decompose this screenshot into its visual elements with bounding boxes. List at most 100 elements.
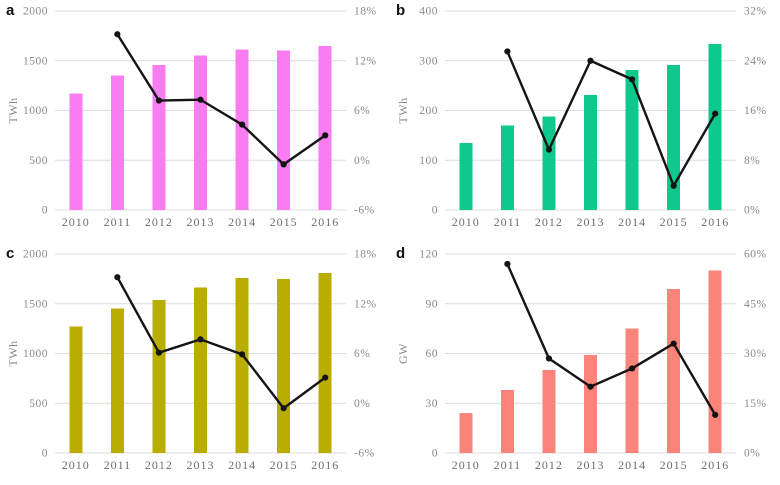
bar-2012 [542, 116, 556, 210]
left-axis-tick-label: 1000 [23, 105, 48, 117]
x-axis-tick-label: 2013 [577, 458, 605, 472]
bar-2014 [625, 328, 639, 453]
x-axis-tick-label: 2016 [311, 458, 339, 472]
growth-rate-point [545, 355, 553, 362]
chart-panel-d: d 0 0% 30 15% 60 30% 90 45% 120 60% GW 2010 2011 2012… [390, 243, 780, 485]
x-axis-tick-label: 2015 [270, 458, 298, 472]
panel-label-b: b [396, 2, 406, 19]
chart-a: 0 -6% 500 0% 1000 6% 1500 12% 2000 18% TWh 2010 2011… [0, 0, 390, 242]
bar-2013 [584, 355, 597, 453]
panel-label-d: d [396, 245, 406, 262]
bar-2014 [625, 70, 639, 210]
x-axis-tick-label: 2013 [187, 215, 215, 229]
bar-2010 [69, 93, 83, 210]
bar-2016 [708, 43, 722, 211]
bar-2015 [667, 288, 681, 453]
bar-2011 [500, 389, 514, 453]
x-axis-tick-label: 2015 [660, 215, 688, 229]
growth-rate-point [504, 260, 511, 268]
bar-2010 [69, 326, 83, 453]
left-axis-tick-label: 0 [42, 448, 48, 460]
bar-2012 [542, 370, 556, 453]
left-axis-tick-label: 0 [432, 205, 438, 217]
bar-2010 [459, 142, 473, 210]
left-axis-unit-label: GW [396, 343, 410, 364]
x-axis-tick-label: 2012 [145, 215, 173, 229]
growth-rate-point [238, 351, 246, 358]
chart-svg-c: 0 -6% 500 0% 1000 6% 1500 12% 2000 18% TWh 2010 2011… [6, 249, 376, 473]
growth-rate-point [628, 76, 636, 83]
right-axis-tick-label: 0% [354, 155, 370, 167]
x-axis-tick-label: 2015 [270, 215, 298, 229]
left-axis-tick-label: 30 [426, 398, 439, 410]
x-axis-tick-label: 2016 [701, 215, 729, 229]
right-axis-tick-label: 18% [354, 6, 377, 18]
left-axis-tick-label: 100 [419, 155, 438, 167]
x-axis-tick-label: 2014 [228, 215, 256, 229]
x-axis-tick-label: 2011 [494, 458, 522, 472]
growth-rate-point [628, 365, 636, 372]
left-axis-tick-label: 1500 [23, 298, 48, 310]
left-axis-tick-label: 2000 [23, 6, 48, 18]
bar-2015 [277, 50, 291, 210]
x-axis-tick-label: 2010 [452, 215, 480, 229]
right-axis-tick-label: 0% [744, 448, 760, 460]
right-axis-tick-label: 0% [354, 398, 370, 410]
right-axis-tick-label: 6% [354, 348, 370, 360]
chart-svg-a: 0 -6% 500 0% 1000 6% 1500 12% 2000 18% TWh 2010 2011… [6, 6, 377, 230]
x-axis-tick-label: 2016 [311, 215, 339, 229]
growth-rate-point [670, 182, 677, 189]
left-axis-unit-label: TWh [6, 97, 20, 123]
right-axis-tick-label: 45% [744, 298, 767, 310]
bar-2016 [708, 270, 722, 453]
x-axis-tick-label: 2011 [494, 215, 522, 229]
x-axis-tick-label: 2012 [535, 215, 563, 229]
bar-2011 [500, 125, 514, 210]
right-axis-tick-label: 15% [744, 398, 767, 410]
bar-2015 [667, 65, 681, 210]
x-axis-tick-label: 2012 [535, 458, 563, 472]
right-axis-tick-label: 16% [744, 105, 767, 117]
x-axis-tick-label: 2010 [62, 458, 90, 472]
x-axis-tick-label: 2010 [62, 215, 90, 229]
bar-2013 [194, 55, 207, 211]
left-axis-tick-label: 60 [426, 348, 439, 360]
x-axis-tick-label: 2016 [701, 458, 729, 472]
bar-2011 [110, 308, 124, 453]
growth-rate-line [506, 50, 717, 187]
growth-rate-point [238, 121, 246, 128]
growth-rate-point [155, 349, 163, 356]
growth-rate-point [197, 96, 204, 103]
panel-label-a: a [6, 2, 15, 19]
right-axis-tick-label: 12% [354, 55, 377, 67]
left-axis-tick-label: 500 [29, 155, 48, 167]
bar-2016 [318, 45, 332, 211]
left-axis-tick-label: 200 [419, 105, 438, 117]
bar-2015 [277, 278, 291, 453]
chart-c: 0 -6% 500 0% 1000 6% 1500 12% 2000 18% TWh 2010 2011… [0, 243, 390, 485]
left-axis-unit-label: TWh [6, 340, 20, 366]
growth-rate-point [504, 48, 511, 55]
x-axis-tick-label: 2010 [452, 458, 480, 472]
left-axis-tick-label: 120 [419, 249, 438, 261]
growth-rate-point [322, 374, 329, 381]
growth-rate-line [116, 276, 327, 410]
left-axis-tick-label: 2000 [23, 249, 48, 261]
x-axis-tick-label: 2014 [228, 458, 256, 472]
x-axis-tick-label: 2014 [618, 458, 646, 472]
chart-panel-c: c 0 -6% 500 0% 1000 6% 1500 12% 2000 18% TWh 2010 20… [0, 243, 390, 485]
right-axis-tick-label: 32% [744, 6, 767, 18]
right-axis-tick-label: 0% [744, 205, 760, 217]
bar-2016 [318, 272, 332, 453]
growth-rate-point [197, 336, 204, 343]
left-axis-tick-label: 400 [419, 6, 438, 18]
bar-2013 [194, 287, 207, 453]
panel-label-c: c [6, 245, 15, 262]
growth-rate-point [712, 411, 719, 418]
x-axis-tick-label: 2012 [145, 458, 173, 472]
right-axis-tick-label: 30% [744, 348, 767, 360]
growth-rate-point [155, 97, 163, 104]
left-axis-tick-label: 500 [29, 398, 48, 410]
right-axis-tick-label: 8% [744, 155, 760, 167]
